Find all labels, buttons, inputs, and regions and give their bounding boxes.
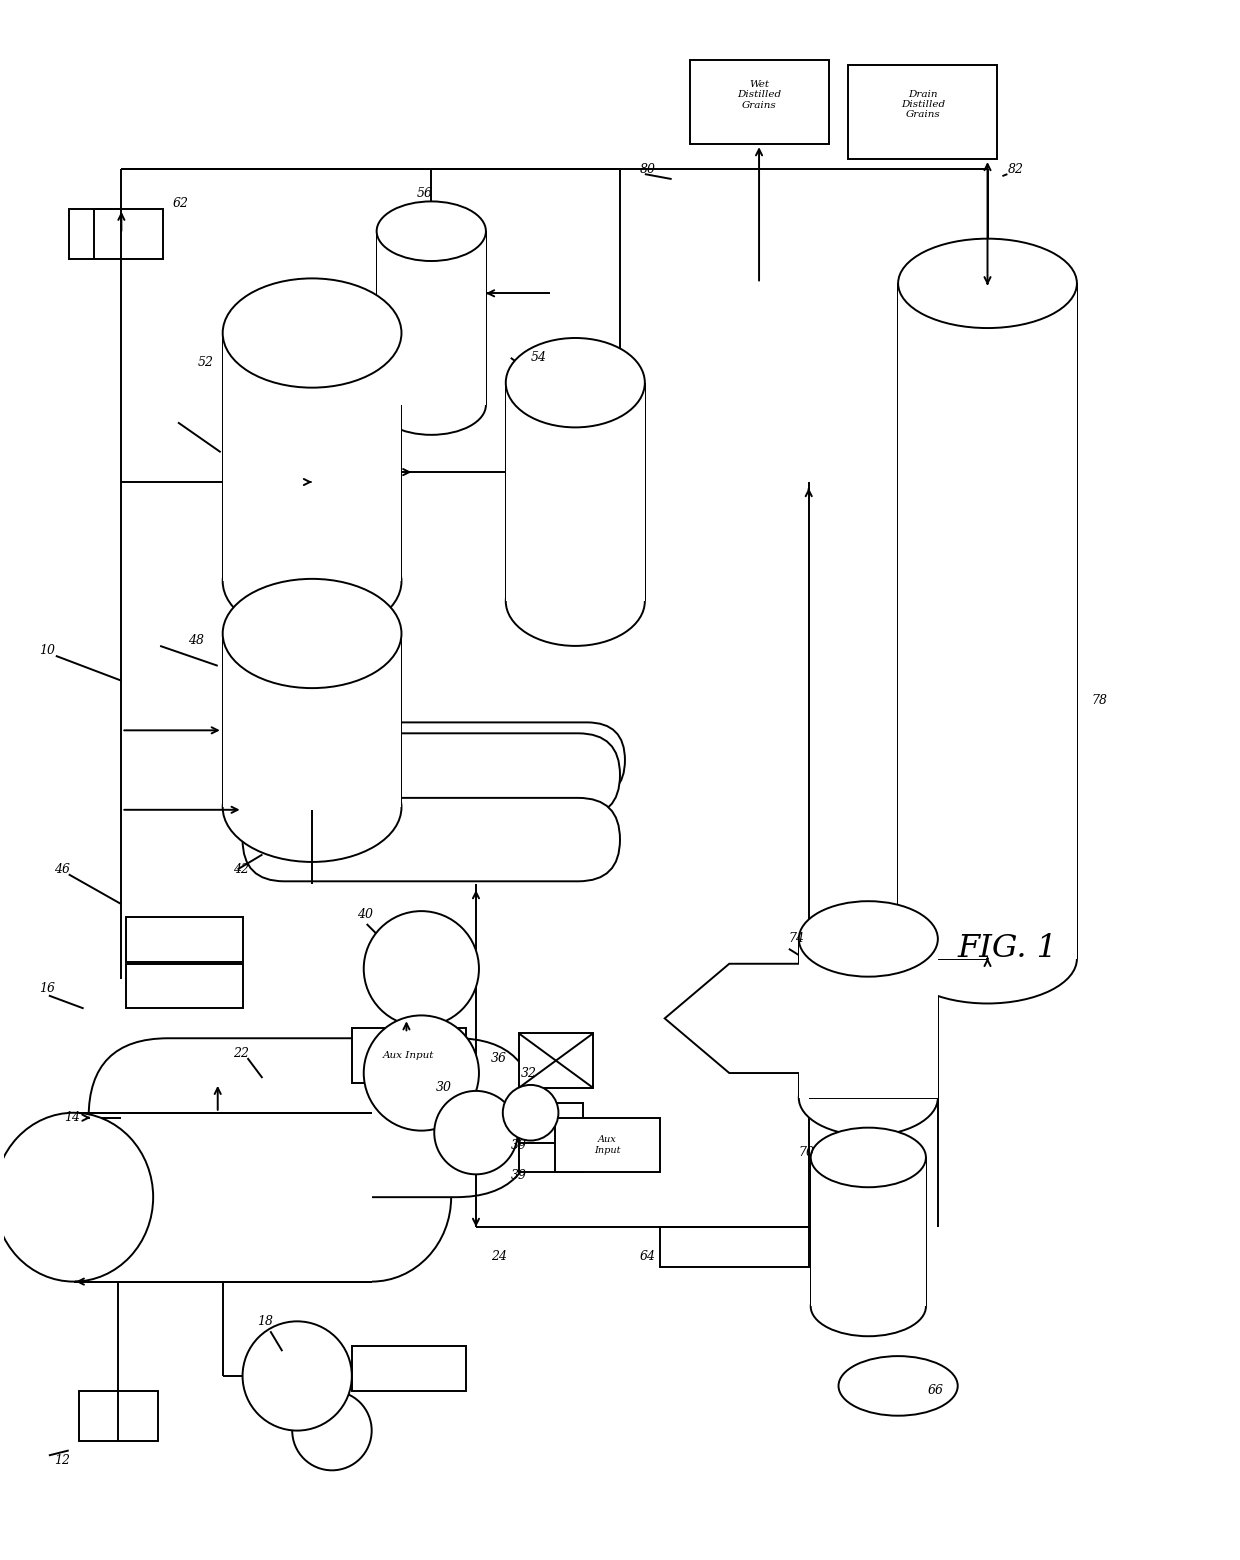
FancyBboxPatch shape: [243, 733, 620, 817]
Text: 66: 66: [928, 1384, 944, 1398]
Ellipse shape: [506, 557, 645, 646]
Bar: [73, 1112, 372, 1282]
Text: 30: 30: [436, 1081, 453, 1095]
Circle shape: [243, 1321, 352, 1431]
Text: 24: 24: [491, 1250, 507, 1264]
Bar: [73, 1112, 372, 1282]
Ellipse shape: [838, 1356, 957, 1415]
Text: Aux
Input: Aux Input: [594, 1136, 621, 1154]
Text: Aux Input: Aux Input: [383, 1051, 434, 1061]
Text: Drain
Distilled
Grains: Drain Distilled Grains: [901, 89, 945, 120]
Text: 42: 42: [233, 863, 249, 875]
Text: 70: 70: [799, 1147, 815, 1159]
Text: Wet
Distilled
Grains: Wet Distilled Grains: [737, 80, 781, 109]
Ellipse shape: [799, 1061, 937, 1136]
Ellipse shape: [377, 376, 486, 435]
Text: 46: 46: [53, 863, 69, 875]
Ellipse shape: [898, 914, 1076, 1003]
Bar: [352, 1028, 466, 1083]
Text: 52: 52: [198, 356, 213, 370]
Bar: [223, 332, 402, 582]
FancyBboxPatch shape: [243, 797, 620, 881]
Text: 22: 22: [233, 1047, 249, 1059]
Ellipse shape: [223, 579, 402, 688]
Bar: [898, 284, 1076, 959]
Bar: [223, 633, 402, 808]
Ellipse shape: [223, 527, 402, 636]
Text: 74: 74: [789, 933, 805, 945]
Ellipse shape: [0, 1112, 154, 1282]
Ellipse shape: [223, 752, 402, 863]
Bar: [126, 917, 243, 963]
Ellipse shape: [377, 201, 486, 261]
Text: 14: 14: [63, 1111, 79, 1125]
FancyBboxPatch shape: [88, 1039, 536, 1197]
Text: 39: 39: [511, 1168, 527, 1182]
Ellipse shape: [799, 902, 937, 977]
Bar: [811, 1158, 926, 1306]
Bar: [377, 231, 486, 406]
Text: 40: 40: [357, 908, 373, 920]
Text: 39: 39: [511, 1139, 527, 1151]
Bar: [898, 284, 1076, 959]
Bar: [556, 1117, 660, 1173]
Bar: [518, 1103, 583, 1142]
FancyBboxPatch shape: [238, 722, 625, 797]
Bar: [689, 59, 828, 145]
Text: 64: 64: [640, 1250, 656, 1264]
Text: 80: 80: [640, 162, 656, 176]
Text: 12: 12: [53, 1454, 69, 1466]
Bar: [223, 332, 402, 582]
Bar: [506, 382, 645, 601]
Bar: [811, 1158, 926, 1306]
Text: 18: 18: [258, 1315, 274, 1328]
Ellipse shape: [506, 339, 645, 427]
Bar: [506, 382, 645, 601]
Ellipse shape: [811, 1128, 926, 1187]
Ellipse shape: [898, 239, 1076, 328]
Text: 62: 62: [174, 198, 188, 211]
Ellipse shape: [223, 278, 402, 387]
Text: FIG. 1: FIG. 1: [957, 933, 1058, 964]
Text: 32: 32: [521, 1067, 537, 1080]
Text: 10: 10: [38, 644, 55, 657]
Bar: [799, 939, 937, 1098]
Bar: [352, 1346, 466, 1392]
Bar: [799, 939, 937, 1098]
Bar: [660, 1228, 808, 1267]
Text: 54: 54: [531, 351, 547, 365]
Bar: [848, 66, 997, 159]
Bar: [126, 964, 243, 1008]
Circle shape: [434, 1090, 517, 1175]
Text: 78: 78: [1091, 694, 1107, 707]
Bar: [223, 633, 402, 808]
Circle shape: [502, 1084, 558, 1140]
Bar: [78, 1392, 159, 1440]
Ellipse shape: [811, 1276, 926, 1337]
Circle shape: [363, 911, 479, 1026]
Text: 36: 36: [491, 1051, 507, 1064]
Text: 56: 56: [417, 187, 433, 201]
Bar: [518, 1142, 583, 1173]
Polygon shape: [665, 964, 808, 1073]
Bar: [377, 231, 486, 406]
Ellipse shape: [293, 1112, 451, 1282]
Text: 82: 82: [1007, 162, 1023, 176]
Text: 48: 48: [188, 635, 203, 647]
Text: 16: 16: [38, 983, 55, 995]
Circle shape: [363, 1016, 479, 1131]
Bar: [518, 1033, 593, 1087]
Bar: [68, 209, 164, 259]
Circle shape: [293, 1392, 372, 1471]
